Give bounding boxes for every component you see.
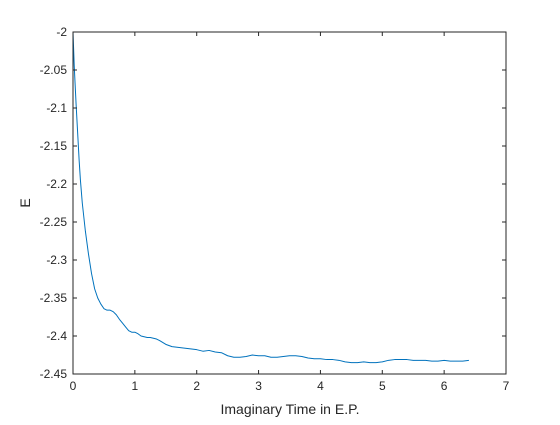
y-tick-label: -2.05: [40, 63, 68, 77]
axes-layer: 0 1 2 3 4 5 6 7 -2 -2.05 -2.1 -2.15 -2.2 -2.25 -2.3 -2.…: [40, 25, 510, 393]
series-line: [72, 31, 469, 364]
x-axis-label: Imaginary Time in E.P.: [220, 401, 359, 417]
y-tick-label: -2.35: [40, 291, 68, 305]
x-tick-label: 5: [379, 379, 386, 393]
x-tick-label: 6: [441, 379, 448, 393]
plot-area-background: [73, 32, 506, 374]
y-tick-label: -2.15: [40, 139, 68, 153]
y-tick-label: -2.1: [46, 101, 67, 115]
y-axis-label: E: [17, 198, 33, 207]
y-tick-label: -2.45: [40, 367, 68, 381]
y-tick-label: -2: [56, 25, 67, 39]
x-tick-label: 2: [193, 379, 200, 393]
y-tick-label: -2.2: [46, 177, 67, 191]
series-layer: [72, 31, 469, 364]
x-tick-label: 0: [70, 379, 77, 393]
plot-area-box: [72, 31, 507, 375]
x-tick-label: 7: [503, 379, 510, 393]
y-tick-label: -2.25: [40, 215, 68, 229]
y-tick-label: -2.4: [46, 329, 67, 343]
x-tick-label: 1: [132, 379, 139, 393]
x-tick-label: 3: [255, 379, 262, 393]
x-tick-label: 4: [317, 379, 324, 393]
y-tick-label: -2.3: [46, 253, 67, 267]
